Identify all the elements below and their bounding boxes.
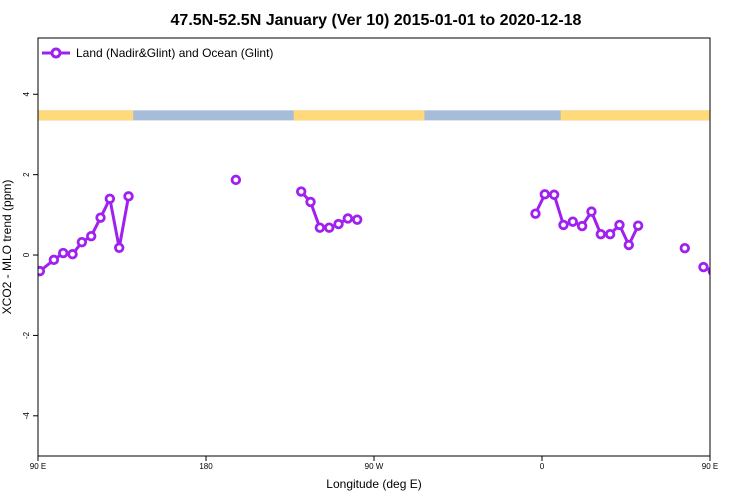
data-point [123,191,134,202]
series-layer [38,174,750,277]
y-tick-label: 4 [22,91,31,96]
y-tick-label: 0 [22,252,31,257]
data-point [595,228,606,240]
data-point [567,216,578,227]
data-point [305,196,316,208]
data-point [324,222,335,233]
data-point [333,218,344,230]
data-point [530,208,541,219]
data-point [95,212,106,223]
data-point [746,238,750,246]
y-axis-label: XCO2 - MLO trend (ppm) [0,180,14,315]
y-tick-label: -2 [22,331,31,339]
data-point [632,220,644,231]
data-point [58,247,69,259]
data-point [296,186,307,197]
legend-marker [50,47,62,59]
data-point [737,250,745,258]
data-point [67,249,78,260]
legend-label: Land (Nadir&Glint) and Ocean (Glint) [76,46,273,60]
land-band-segment [38,110,134,121]
data-point [230,174,242,186]
data-point [104,193,116,204]
land-band-segment [293,110,425,121]
data-point [728,249,736,257]
x-axis-label: Longitude (deg E) [326,477,421,491]
data-point [614,219,625,231]
data-point [558,219,569,231]
data-point [718,256,726,264]
y-tick-label: 2 [22,172,31,177]
data-point [314,222,326,233]
x-tick-label: 90 W [365,462,384,471]
data-point [586,206,597,217]
data-point [85,230,97,242]
y-tick-label: -4 [22,412,31,420]
y-axis: -4 -2 0 2 4 [22,91,38,419]
data-point [113,242,125,254]
data-point [623,239,634,251]
data-point [342,213,354,224]
data-point [38,265,46,277]
data-point [539,189,550,200]
chart-title: 47.5N-52.5N January (Ver 10) 2015-01-01 … [171,12,582,29]
series-line [38,196,131,273]
x-tick-label: 180 [199,462,213,471]
x-tick-label: 0 [540,462,545,471]
data-point [604,228,616,240]
data-point [576,220,588,232]
x-axis: 90 E 180 90 W 0 90 E [30,456,718,471]
plot-frame [37,37,711,457]
data-point [548,189,560,200]
legend: Land (Nadir&Glint) and Ocean (Glint) [42,46,273,60]
land-band-segment [560,110,710,121]
x-tick-label: 90 E [30,462,46,471]
data-point [76,236,88,248]
data-point [698,261,709,273]
data-point [48,254,60,266]
surface-band [38,110,710,121]
data-point [679,243,690,254]
series-line [534,192,640,247]
data-point [352,214,363,225]
x-tick-label: 90 E [702,462,718,471]
